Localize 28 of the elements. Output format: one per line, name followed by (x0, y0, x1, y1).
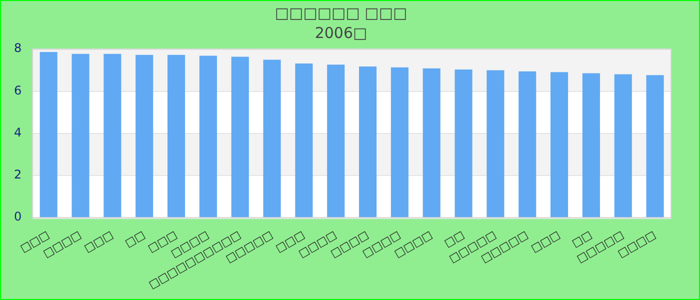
x-tick-label: □□ (122, 228, 148, 250)
bar (646, 75, 664, 218)
bar (327, 64, 345, 218)
bar (295, 64, 313, 218)
y-tick-label: 6 (14, 83, 22, 98)
chart-title: □□□□□□ □□□ (274, 4, 408, 22)
bar (582, 73, 600, 218)
bar (614, 74, 632, 218)
bar (550, 72, 568, 218)
bar (199, 56, 217, 218)
y-tick-label: 8 (14, 41, 22, 56)
bar (454, 69, 472, 218)
bar (518, 71, 536, 218)
bar (136, 54, 154, 218)
bar (72, 54, 90, 218)
bar (231, 56, 249, 218)
y-tick-label: 4 (14, 125, 22, 140)
bar (390, 67, 408, 218)
bar (422, 68, 440, 218)
bar (486, 70, 504, 218)
bar (40, 52, 58, 218)
bar (167, 54, 186, 218)
y-tick-label: 0 (14, 210, 22, 224)
chart-subtitle: 2006□ (314, 24, 368, 42)
y-tick-label: 2 (14, 168, 22, 182)
bar (263, 60, 281, 218)
bar (104, 54, 122, 218)
bar (359, 66, 377, 218)
